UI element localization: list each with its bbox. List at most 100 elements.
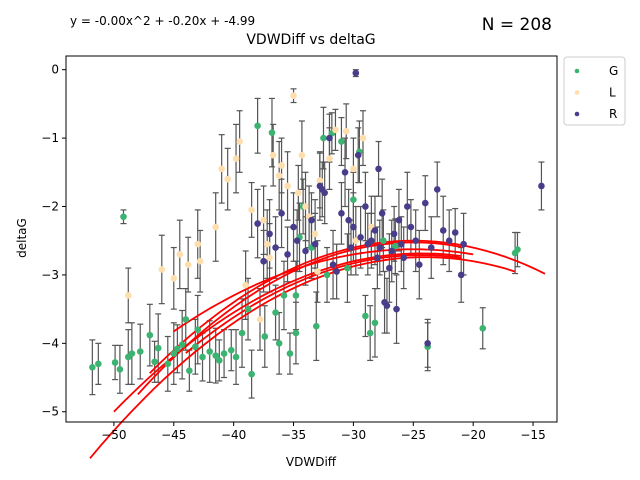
data-point-G: [248, 370, 255, 378]
data-point-L: [284, 182, 291, 190]
data-point-L: [236, 138, 243, 145]
data-point-L: [266, 254, 273, 262]
data-point-L: [302, 203, 309, 210]
data-point-G: [128, 350, 136, 357]
data-point-L: [359, 134, 367, 142]
data-point-G: [254, 122, 261, 130]
data-point-L: [242, 281, 249, 289]
data-point-R: [352, 69, 360, 77]
data-point-G: [350, 196, 357, 203]
y-tick-label: −4: [41, 336, 59, 350]
data-point-R: [260, 257, 267, 265]
data-point-G: [212, 352, 219, 359]
data-point-L: [218, 165, 225, 173]
data-point-L: [158, 266, 166, 273]
data-point-R: [254, 220, 261, 227]
data-point-R: [398, 240, 405, 248]
data-point-L: [176, 251, 184, 258]
data-point-G: [116, 366, 124, 373]
data-point-R: [321, 189, 328, 197]
legend-label-G: G: [609, 64, 618, 78]
data-point-G: [89, 363, 96, 371]
x-tick-label: −40: [221, 428, 246, 442]
x-tick-label: −45: [161, 428, 186, 442]
legend-marker-R: [574, 111, 580, 117]
data-point-R: [404, 203, 411, 210]
plot-frame: [65, 55, 558, 423]
data-point-L: [194, 240, 202, 248]
data-point-L: [290, 92, 297, 99]
data-point-G: [392, 242, 399, 250]
data-point-G: [292, 292, 300, 299]
data-point-R: [302, 247, 309, 255]
legend-box: [563, 56, 626, 126]
data-point-R: [354, 151, 362, 159]
chart-title: VDWDiff vs deltaG: [246, 32, 375, 48]
data-point-L: [326, 155, 333, 162]
data-point-L: [352, 237, 360, 245]
data-point-G: [514, 246, 521, 253]
x-axis-ticks: −50 −45 −40 −35 −30 −25 −20 −15: [101, 422, 546, 442]
data-point-L: [332, 126, 339, 134]
data-point-G: [220, 350, 228, 357]
data-point-G: [186, 367, 193, 374]
x-tick-label: −35: [281, 428, 306, 442]
data-point-G: [215, 357, 223, 364]
data-point-L: [260, 216, 267, 224]
data-point-R: [293, 237, 301, 245]
data-point-G: [154, 344, 162, 352]
fit-curve: [149, 239, 546, 374]
data-point-R: [371, 227, 379, 234]
data-point-R: [538, 182, 545, 190]
legend-marker-L: [574, 90, 580, 95]
data-point-G: [312, 322, 320, 330]
x-axis-label: VDWDiff: [286, 455, 337, 469]
data-point-R: [311, 240, 319, 248]
y-tick-label: −5: [41, 405, 59, 419]
data-point-R: [284, 251, 291, 258]
fit-curve: [185, 254, 462, 354]
data-point-G: [199, 353, 206, 361]
data-point-L: [278, 162, 285, 169]
data-point-R: [376, 244, 384, 251]
data-point-G: [268, 129, 276, 136]
data-point-R: [439, 227, 447, 234]
y-tick-label: −3: [41, 268, 59, 282]
data-point-G: [479, 324, 487, 332]
data-point-G: [344, 264, 351, 272]
data-point-G: [320, 134, 327, 142]
sample-count: N = 208: [482, 15, 552, 35]
data-point-G: [182, 316, 190, 323]
data-point-L: [314, 268, 321, 275]
data-point-G: [286, 350, 294, 357]
data-point-G: [120, 213, 127, 221]
data-point-G: [323, 271, 331, 279]
data-point-R: [445, 237, 453, 245]
data-point-R: [393, 305, 400, 313]
fit-curves: [89, 239, 546, 459]
data-point-L: [184, 261, 192, 268]
data-point-G: [164, 360, 172, 368]
data-point-R: [383, 302, 391, 310]
data-point-R: [333, 268, 340, 275]
data-point-L: [263, 240, 271, 248]
data-point-R: [433, 186, 441, 193]
data-point-R: [278, 210, 285, 217]
data-point-R: [338, 210, 345, 217]
legend-label-R: R: [609, 107, 617, 121]
data-point-R: [347, 244, 355, 251]
data-point-R: [407, 223, 415, 231]
data-point-R: [341, 168, 349, 176]
data-point-R: [415, 261, 423, 268]
data-point-R: [421, 199, 429, 207]
x-tick-label: −30: [341, 428, 366, 442]
data-point-R: [386, 264, 393, 272]
data-point-L: [170, 275, 178, 282]
data-point-G: [146, 331, 154, 339]
data-point-G: [292, 329, 300, 337]
data-points: [89, 69, 545, 378]
data-point-L: [196, 257, 204, 265]
data-point-G: [95, 360, 102, 368]
data-point-L: [256, 316, 264, 323]
data-point-R: [272, 244, 279, 251]
